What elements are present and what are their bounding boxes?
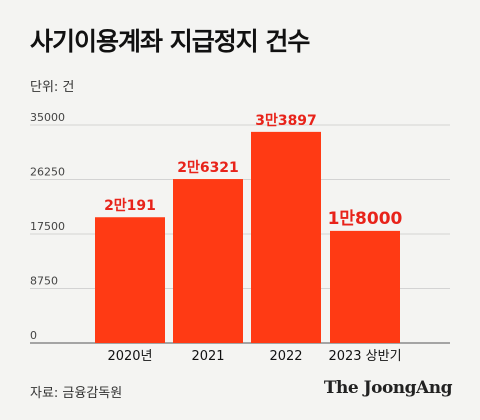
y-tick-label-0: 0: [30, 329, 37, 342]
bar-0: [95, 217, 165, 343]
y-tick-label-2: 17500: [30, 220, 65, 233]
y-tick-label-4: 35000: [30, 111, 65, 124]
x-tick-label-2: 2022: [269, 349, 302, 364]
chart-title: 사기이용계좌 지급정지 건수: [30, 27, 310, 56]
brand-logo: The JoongAng: [323, 378, 453, 398]
data-label-1: 2만6321: [177, 160, 239, 176]
data-label-2: 3만3897: [255, 113, 317, 129]
bar-3: [330, 230, 400, 343]
y-tick-label-1: 8750: [30, 275, 58, 288]
x-tick-label-0: 2020년: [107, 349, 152, 364]
x-tick-label-3: 2023 상반기: [328, 349, 401, 364]
unit-label: 단위: 건: [30, 80, 75, 95]
bar-1: [173, 179, 243, 343]
data-label-0: 2만191: [104, 198, 156, 214]
y-tick-label-3: 26250: [30, 166, 65, 179]
bar-2: [251, 131, 321, 343]
source-note: 자료: 금융감독원: [30, 386, 123, 401]
x-tick-label-1: 2021: [191, 349, 224, 364]
data-label-3: 1만8000: [328, 209, 403, 229]
